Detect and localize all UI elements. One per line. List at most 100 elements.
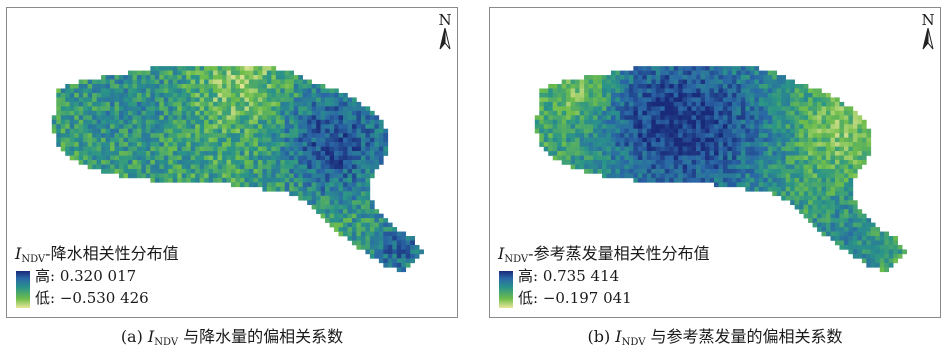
raster-cell — [253, 168, 259, 174]
raster-cell — [669, 177, 674, 183]
raster-cell — [316, 182, 321, 188]
raster-cell — [127, 173, 133, 179]
raster-cell — [325, 146, 330, 152]
raster-cell — [709, 70, 715, 76]
raster-cell — [843, 155, 849, 161]
raster-cell — [159, 92, 165, 98]
raster-cell — [334, 204, 339, 210]
raster-cell — [343, 218, 348, 223]
raster-cell — [736, 79, 742, 85]
raster-cell — [365, 177, 371, 183]
raster-cell — [597, 115, 603, 121]
raster-cell — [570, 133, 576, 138]
raster-cell — [154, 173, 160, 179]
raster-cell — [754, 186, 760, 192]
raster-cell — [307, 195, 312, 201]
raster-cell — [271, 182, 277, 188]
raster-cell — [673, 155, 679, 161]
raster-cell — [360, 164, 366, 170]
raster-cell — [628, 168, 634, 174]
raster-cell — [378, 258, 384, 264]
raster-cell — [329, 151, 335, 156]
raster-cell — [843, 133, 849, 138]
raster-cell — [65, 128, 71, 134]
raster-cell — [584, 160, 589, 165]
raster-cell — [289, 101, 295, 107]
raster-cell — [316, 128, 321, 134]
raster-cell — [177, 128, 183, 134]
raster-cell — [602, 92, 607, 98]
raster-cell — [808, 115, 813, 121]
raster-cell — [628, 142, 634, 147]
raster-cell — [244, 79, 250, 85]
raster-cell — [150, 177, 156, 183]
raster-cell — [731, 84, 737, 89]
raster-cell — [570, 88, 576, 94]
raster-cell — [154, 160, 160, 165]
raster-cell — [785, 88, 791, 94]
raster-cell — [678, 128, 683, 134]
raster-cell — [543, 115, 549, 121]
raster-cell — [253, 106, 259, 112]
raster-cell — [231, 164, 236, 170]
raster-cell — [745, 92, 751, 98]
raster-cell — [817, 182, 822, 188]
raster-cell — [204, 97, 209, 103]
raster-cell — [110, 115, 115, 121]
raster-cell — [651, 92, 657, 98]
raster-cell — [69, 101, 75, 107]
raster-cell — [74, 151, 79, 156]
raster-cell — [190, 133, 196, 138]
raster-cell — [826, 110, 831, 116]
raster-cell — [740, 84, 746, 89]
raster-cell — [602, 119, 607, 125]
raster-cell — [548, 115, 554, 121]
raster-cell — [566, 146, 571, 152]
raster-cell — [660, 142, 666, 147]
raster-cell — [790, 191, 795, 197]
raster-cell — [374, 222, 380, 228]
raster-cell — [262, 119, 268, 125]
raster-cell — [893, 240, 898, 246]
raster-cell — [593, 88, 598, 94]
raster-cell — [235, 133, 241, 138]
raster-cell — [727, 97, 733, 103]
raster-cell — [817, 222, 822, 228]
raster-cell — [96, 137, 102, 143]
raster-cell — [343, 97, 348, 103]
raster-cell — [619, 173, 625, 179]
raster-cell — [799, 119, 804, 125]
raster-cell — [159, 66, 165, 71]
raster-cell — [790, 133, 795, 138]
raster-cell — [244, 142, 250, 147]
raster-cell — [356, 151, 362, 156]
raster-cell — [244, 115, 250, 121]
raster-cell — [866, 133, 872, 138]
raster-cell — [570, 160, 576, 165]
raster-cell — [190, 97, 196, 103]
raster-cell — [669, 142, 674, 147]
raster-cell — [561, 137, 567, 143]
raster-cell — [186, 151, 191, 156]
raster-cell — [123, 79, 129, 85]
raster-cell — [740, 97, 746, 103]
raster-cell — [343, 231, 348, 237]
raster-cell — [101, 151, 106, 156]
raster-cell — [848, 209, 854, 214]
raster-cell — [334, 191, 339, 197]
raster-cell — [244, 92, 250, 98]
raster-cell — [651, 173, 657, 179]
raster-cell — [360, 177, 366, 183]
raster-cell — [848, 173, 854, 179]
raster-cell — [655, 124, 661, 130]
raster-cell — [338, 218, 344, 223]
raster-cell — [127, 84, 133, 89]
raster-cell — [414, 249, 420, 255]
raster-cell — [177, 168, 183, 174]
raster-cell — [351, 195, 357, 201]
raster-cell — [334, 124, 339, 130]
raster-cell — [834, 191, 840, 197]
raster-cell — [803, 92, 809, 98]
raster-cell — [803, 146, 809, 152]
raster-cell — [821, 195, 827, 201]
